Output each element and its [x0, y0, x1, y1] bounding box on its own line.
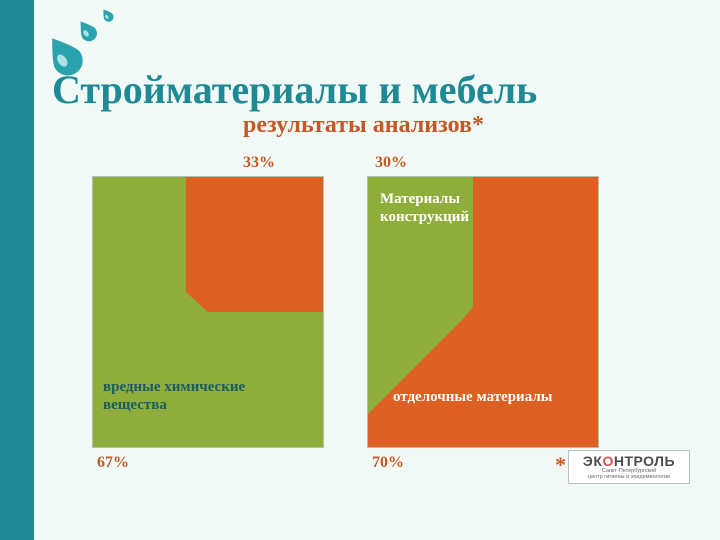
- chart-left-pct-top: 33%: [243, 154, 275, 172]
- footnote-logo: ЭКОНТРОЛЬ Санкт-Петербургский центр гиги…: [568, 450, 690, 484]
- slide-subtitle: результаты анализов*: [243, 112, 484, 139]
- chart-left-in-label: вредные химическиевещества: [103, 378, 303, 414]
- slide: Стройматериалы и мебель результаты анали…: [0, 0, 720, 540]
- footnote-asterisk: *: [555, 452, 566, 478]
- logo-brand: ЭКОНТРОЛЬ: [572, 453, 686, 469]
- chart-right-in-label-top: Материалыконструкций: [380, 190, 520, 226]
- chart-left-pct-bottom: 67%: [97, 454, 129, 472]
- slide-title: Стройматериалы и мебель: [52, 66, 537, 113]
- logo-subline-2: центр гигиены и эпидемиологии: [572, 475, 686, 481]
- chart-right-pct-bottom: 70%: [372, 454, 404, 472]
- chart-right-in-label-bottom: отделочные материалы: [393, 388, 613, 406]
- chart-right-pct-top: 30%: [375, 154, 407, 172]
